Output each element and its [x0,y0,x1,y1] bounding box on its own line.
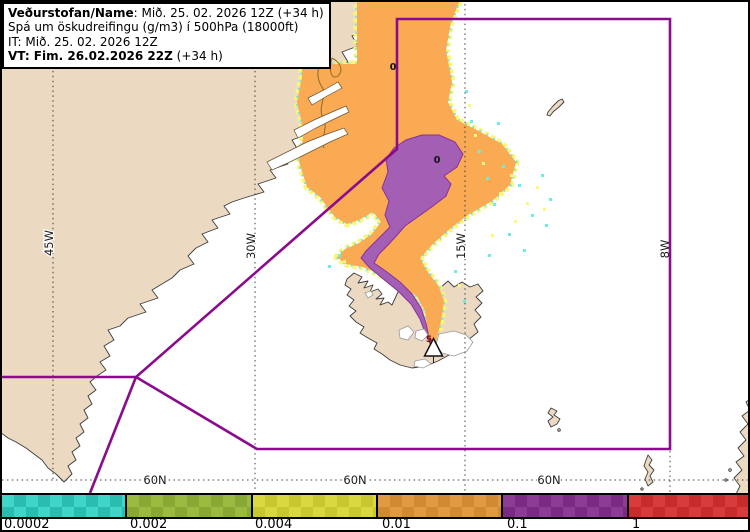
greenland-fjords [266,81,350,171]
myrdalsjokull-glacier [413,358,432,369]
colorbar-label-1: 0.0002 [4,517,50,532]
small-glacier [364,290,374,299]
valid-time-offset: (+34 h) [172,49,223,64]
colorbar-label-5: 0.1 [507,517,528,532]
colorbar-segment-4 [377,495,504,517]
shetland-islet [640,487,644,491]
parallel-label-60n: 60N [143,473,166,487]
hofsjokull-glacier [414,328,429,342]
colorbar-segment-3 [252,495,378,517]
colorbar [2,493,748,519]
ash-plume [238,2,552,353]
hebrides-islet [728,468,732,472]
colorbar-label-2: 0.002 [130,517,168,532]
issuer-name: Veðurstofan/Name [8,6,134,20]
meridian-label-45w: 45W [42,230,56,256]
map-labels: 45W 30W 15W 8W 60N 60N 60N 0 0 5 [41,62,672,488]
ash-speckles [238,54,552,303]
scotland-coast [733,399,748,493]
fir-boundary-polygon [133,17,672,451]
forecast-info-box: Veðurstofan/Name: Mið. 25. 02. 2026 12Z … [2,2,331,69]
faroe-islands [547,407,561,428]
colorbar-segment-1 [2,495,128,517]
parallel-label-60n: 60N [343,473,366,487]
colorbar-label-6: 1 [632,517,641,532]
volcano-marker [423,336,444,363]
forecast-title-line: Veðurstofan/Name: Mið. 25. 02. 2026 12Z … [8,6,324,20]
colorbar-labels: 0.0002 0.002 0.004 0.01 0.1 1 [2,517,748,532]
issue-time: : Mið. 25. 02. 2026 12Z (+34 h) [133,6,324,20]
faroe-islet [557,428,561,432]
meridian-label-8w: 8W [658,240,672,259]
shetland-islands [643,454,655,487]
ash-plume-core [360,134,464,349]
colorbar-label-3: 0.004 [255,517,293,532]
forecast-vt-line: VT: Fim. 26.02.2026 22Z (+34 h) [8,49,324,63]
forecast-it-line: IT: Mið. 25. 02. 2026 12Z [8,34,158,49]
map-canvas: 45W 30W 15W 8W 60N 60N 60N 0 0 5 [2,2,748,493]
colorbar-label-4: 0.01 [382,517,411,532]
colorbar-segment-6 [628,495,748,517]
glaciers [364,290,474,369]
forecast-param-line: Spá um öskudreifingu (g/m3) í 500hPa (18… [8,20,299,35]
meridian-label-15w: 15W [454,233,468,259]
colorbar-segment-2 [127,495,253,517]
eruption-source-label: 5 [426,335,432,345]
plume-contour-label-core: 0 [434,155,441,166]
meridian-label-30w: 30W [244,233,258,259]
fir-boundary-south-segment [88,376,138,493]
colorbar-segment-5 [503,495,629,517]
fir-boundary [2,17,672,493]
hebrides-islet [724,478,728,482]
langjokull-glacier [398,325,415,341]
parallel-label-60n: 60N [537,473,560,487]
graticule [2,4,748,492]
jan-mayen-island [546,98,565,117]
plume-contour-label-north: 0 [390,62,397,73]
valid-time: VT: Fim. 26.02.2026 22Z [8,49,173,64]
